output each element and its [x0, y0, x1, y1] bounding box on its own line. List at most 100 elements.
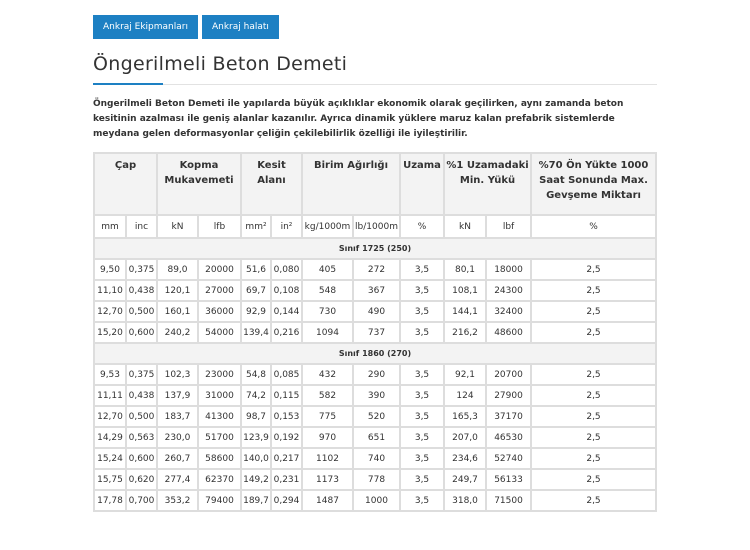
table-cell: 3,5 — [399, 405, 446, 428]
table-cell: 52740 — [485, 447, 533, 470]
table-cell: 234,6 — [443, 447, 488, 470]
table-cell: 0,700 — [125, 489, 158, 512]
intro-text: Öngerilmeli Beton Demeti ile yapılarda b… — [93, 99, 624, 139]
table-cell: 24300 — [485, 279, 533, 302]
table-cell: 46530 — [485, 426, 533, 449]
table-cell: 3,5 — [399, 279, 446, 302]
unit-cell: kN — [443, 214, 488, 239]
table-cell: 1173 — [301, 468, 354, 491]
section-row: Sınıf 1725 (250) — [93, 237, 657, 260]
table-cell: 2,5 — [530, 384, 657, 407]
unit-cell: inc — [125, 214, 158, 239]
table-cell: 2,5 — [530, 426, 657, 449]
table-cell: 0,153 — [270, 405, 303, 428]
table-cell: 0,294 — [270, 489, 303, 512]
table-cell: 12,70 — [93, 300, 127, 323]
table-cell: 0,600 — [125, 321, 158, 344]
table-cell: 120,1 — [156, 279, 199, 302]
table-cell: 80,1 — [443, 258, 488, 281]
table-cell: 432 — [301, 363, 354, 386]
table-cell: 970 — [301, 426, 354, 449]
table-cell: 3,5 — [399, 447, 446, 470]
page-title: Öngerilmeli Beton Demeti — [93, 53, 348, 75]
table-cell: 92,1 — [443, 363, 488, 386]
button-bar: Ankraj Ekipmanları Ankraj halatı — [93, 15, 657, 39]
table-cell: 17,78 — [93, 489, 127, 512]
table-cell: 2,5 — [530, 279, 657, 302]
table-cell: 18000 — [485, 258, 533, 281]
table-cell: 0,085 — [270, 363, 303, 386]
table-cell: 51700 — [197, 426, 242, 449]
table-cell: 2,5 — [530, 363, 657, 386]
section-title: Sınıf 1725 (250) — [93, 237, 657, 260]
table-cell: 582 — [301, 384, 354, 407]
table-cell: 2,5 — [530, 447, 657, 470]
table-cell: 23000 — [197, 363, 242, 386]
table-cell: 71500 — [485, 489, 533, 512]
table-cell: 27000 — [197, 279, 242, 302]
unit-cell: mm — [93, 214, 127, 239]
table-cell: 15,24 — [93, 447, 127, 470]
unit-cell: mm² — [240, 214, 272, 239]
table-cell: 102,3 — [156, 363, 199, 386]
unit-row: mm inc kN lfb mm² in² kg/1000m lb/1000m% kN lbf% — [93, 214, 657, 239]
table-cell: 249,7 — [443, 468, 488, 491]
table-cell: 2,5 — [530, 258, 657, 281]
table-cell: 79400 — [197, 489, 242, 512]
table-cell: 318,0 — [443, 489, 488, 512]
table-cell: 9,50 — [93, 258, 127, 281]
table-cell: 2,5 — [530, 489, 657, 512]
header-row: Çap Kopma Mukavemeti Kesit Alanı Birim Ağır… — [93, 152, 657, 216]
table-cell: 140,0 — [240, 447, 272, 470]
section-row: Sınıf 1860 (270) — [93, 342, 657, 365]
table-cell: 390 — [351, 384, 402, 407]
table-cell: 123,9 — [240, 426, 272, 449]
column-header: %1 Uzamadaki Min. Yükü — [443, 152, 533, 216]
table-cell: 31000 — [197, 384, 242, 407]
table-cell: 0,375 — [125, 363, 158, 386]
table-cell: 775 — [301, 405, 354, 428]
table-cell: 240,2 — [156, 321, 199, 344]
table-cell: 3,5 — [399, 321, 446, 344]
table-cell: 2,5 — [530, 300, 657, 323]
table-cell: 11,11 — [93, 384, 127, 407]
table-cell: 1094 — [301, 321, 354, 344]
table-cell: 69,7 — [240, 279, 272, 302]
table-row: 14,29 0,563 230,0 51700 123,9 0,192 970 651 3,5 2… — [93, 426, 657, 449]
spec-table: Çap Kopma Mukavemeti Kesit Alanı Birim Ağır… — [93, 152, 657, 512]
table-cell: 1487 — [301, 489, 354, 512]
table-row: 15,75 0,620 277,4 62370 149,2 0,231 1173 778 3,5… — [93, 468, 657, 491]
table-cell: 189,7 — [240, 489, 272, 512]
table-row: 15,24 0,600 260,7 58600 140,0 0,217 1102 740 3,5… — [93, 447, 657, 470]
nav-button[interactable]: Ankraj halatı — [201, 15, 279, 39]
table-cell: 730 — [301, 300, 354, 323]
table-row: 11,11 0,438 137,9 31000 74,2 0,115 582 390 3,5 12… — [93, 384, 657, 407]
table-row: 9,50 0,375 89,0 20000 51,6 0,080 405 272 3,5 80,1… — [93, 258, 657, 281]
table-row: 12,70 0,500 160,1 36000 92,9 0,144 730 490 3,5 14… — [93, 300, 657, 323]
table-cell: 32400 — [485, 300, 533, 323]
table-cell: 144,1 — [443, 300, 488, 323]
nav-button[interactable]: Ankraj Ekipmanları — [93, 15, 198, 39]
unit-cell: in² — [270, 214, 303, 239]
table-cell: 108,1 — [443, 279, 488, 302]
table-cell: 353,2 — [156, 489, 199, 512]
table-cell: 15,20 — [93, 321, 127, 344]
table-row: 9,53 0,375 102,3 23000 54,8 0,085 432 290 3,5 92,… — [93, 363, 657, 386]
table-cell: 11,10 — [93, 279, 127, 302]
table-row: 17,78 0,700 353,2 79400 189,7 0,294 1487 1000 3,… — [93, 489, 657, 512]
section-title: Sınıf 1860 (270) — [93, 342, 657, 365]
table-cell: 51,6 — [240, 258, 272, 281]
table-cell: 0,375 — [125, 258, 158, 281]
table-cell: 0,216 — [270, 321, 303, 344]
table-cell: 367 — [351, 279, 402, 302]
table-cell: 778 — [351, 468, 402, 491]
table-cell: 56133 — [485, 468, 533, 491]
table-cell: 0,438 — [125, 384, 158, 407]
table-cell: 0,115 — [270, 384, 303, 407]
table-cell: 37170 — [485, 405, 533, 428]
table-cell: 20700 — [485, 363, 533, 386]
table-cell: 2,5 — [530, 405, 657, 428]
table-row: 12,70 0,500 183,7 41300 98,7 0,153 775 520 3,5 16… — [93, 405, 657, 428]
table-cell: 54,8 — [240, 363, 272, 386]
